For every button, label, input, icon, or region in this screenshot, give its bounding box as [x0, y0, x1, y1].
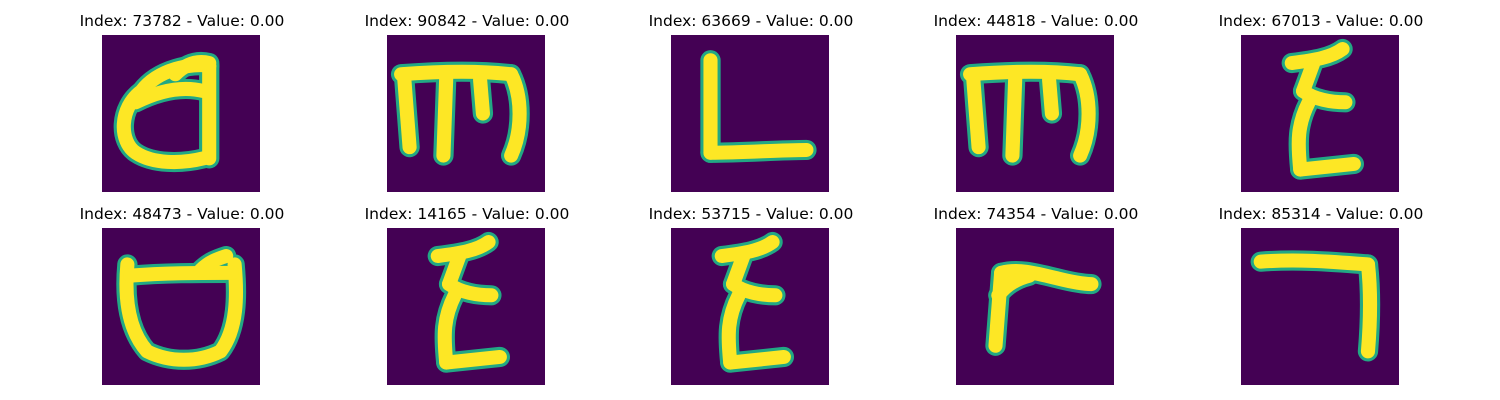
glyph-stroke [1253, 253, 1376, 272]
character-image [671, 228, 829, 385]
glyph-stroke [436, 70, 454, 163]
glyph-stroke [439, 349, 507, 370]
glyph-stroke [1293, 156, 1361, 177]
character-image [102, 228, 260, 385]
glyph-stroke [1291, 95, 1316, 177]
character-image [956, 228, 1114, 385]
glyph-stroke [1042, 72, 1059, 121]
glyph-stroke [119, 257, 244, 367]
character-image [1241, 35, 1399, 192]
glyph-stroke [991, 268, 1037, 303]
glyph-stroke [1073, 67, 1096, 163]
glyph-stroke [723, 349, 791, 370]
panel-title: Index: 14165 - Value: 0.00 [364, 205, 570, 223]
glyph-stroke [193, 249, 234, 278]
glyph-stroke [394, 64, 519, 82]
glyph-stroke [128, 81, 211, 110]
glyph-stroke [123, 265, 239, 283]
panel-title: Index: 90842 - Value: 0.00 [364, 12, 570, 30]
character-image [671, 35, 829, 192]
glyph-stroke [726, 277, 783, 303]
glyph-stroke [714, 235, 780, 264]
glyph-stroke [396, 67, 417, 155]
character-image [387, 35, 545, 192]
character-image [102, 35, 260, 192]
panel-title: Index: 85314 - Value: 0.00 [1218, 205, 1424, 223]
glyph-stroke [430, 235, 496, 264]
glyph-stroke [1005, 70, 1023, 163]
panel-title: Index: 63669 - Value: 0.00 [648, 12, 854, 30]
image-background [671, 35, 829, 192]
glyph-stroke [963, 64, 1088, 82]
glyph-stroke [1284, 42, 1350, 71]
panel-title: Index: 74354 - Value: 0.00 [933, 205, 1139, 223]
character-image [956, 35, 1114, 192]
panel-title: Index: 73782 - Value: 0.00 [79, 12, 285, 30]
panel-title: Index: 48473 - Value: 0.00 [79, 205, 285, 223]
glyph-stroke [965, 67, 986, 155]
image-background [956, 228, 1114, 385]
panel-title: Index: 44818 - Value: 0.00 [933, 12, 1139, 30]
glyph-stroke [473, 72, 490, 121]
panel-title: Index: 53715 - Value: 0.00 [648, 205, 854, 223]
glyph-stroke [1360, 257, 1378, 359]
glyph-stroke [1296, 84, 1353, 110]
character-image [387, 228, 545, 385]
glyph-stroke [721, 288, 746, 370]
glyph-stroke [168, 55, 217, 82]
glyph-stroke [994, 264, 1099, 292]
glyph-stroke [504, 67, 527, 163]
panel-title: Index: 67013 - Value: 0.00 [1218, 12, 1424, 30]
glyph-stroke [442, 277, 499, 303]
character-image [1241, 228, 1399, 385]
glyph-stroke [437, 288, 462, 370]
glyph-stroke [703, 142, 814, 160]
